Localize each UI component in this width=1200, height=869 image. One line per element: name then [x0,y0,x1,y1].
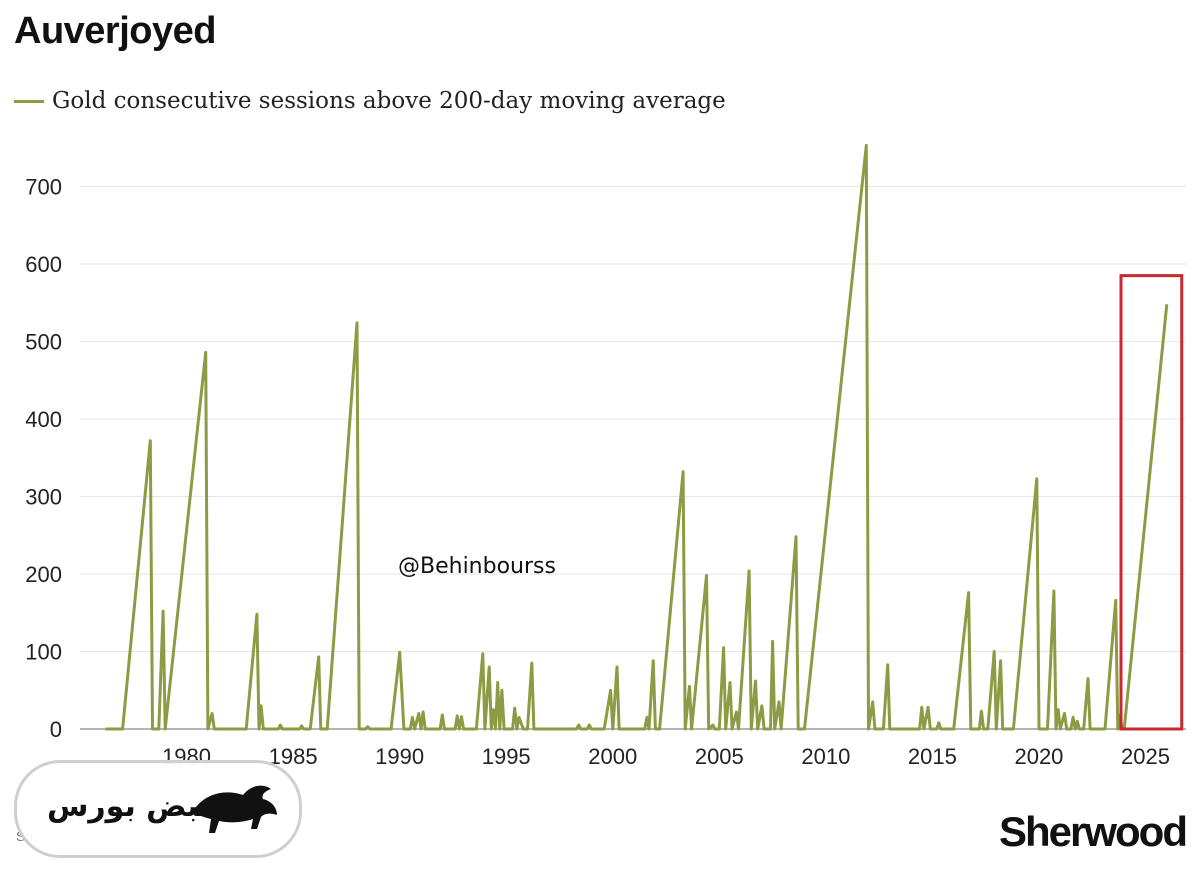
y-axis-ticks: 0 100 200 300 400 500 600 700 [25,175,62,743]
y-tick-label: 600 [25,252,62,277]
series-layer [105,143,1169,731]
highlight-layer [1119,274,1184,731]
logo-text: نبض بورس [47,789,211,824]
y-tick-label: 300 [25,485,62,510]
legend: Gold consecutive sessions above 200-day … [14,88,726,114]
x-tick-label: 2005 [695,744,744,769]
y-tick-label: 200 [25,562,62,587]
legend-swatch [14,99,44,103]
x-tick-label: 1990 [375,744,424,769]
y-tick-label: 400 [25,407,62,432]
logo-badge: نبض بورس [14,760,302,858]
y-tick-label: 0 [50,717,62,742]
x-tick-label: 2000 [588,744,637,769]
y-tick-label: 100 [25,640,62,665]
bull-logo-icon [193,785,277,833]
y-tick-label: 700 [25,175,62,200]
watermark-handle: @Behinbourss [398,554,556,579]
x-tick-label: 2020 [1014,744,1063,769]
y-tick-label: 500 [25,330,62,355]
legend-label: Gold consecutive sessions above 200-day … [52,88,726,114]
x-tick-label: 2010 [801,744,850,769]
x-tick-label: 1995 [482,744,531,769]
x-tick-label: 2025 [1121,744,1170,769]
chart-title: Auverjoyed [14,10,216,52]
highlight-box [1119,274,1184,731]
grid-lines [80,186,1186,730]
series-line [105,143,1169,731]
brand-logo: Sherwood [998,808,1188,855]
x-axis-ticks: 1980 1985 1990 1995 2000 2005 2010 2015 2020 2025 [162,744,1170,769]
x-tick-label: 2015 [908,744,957,769]
